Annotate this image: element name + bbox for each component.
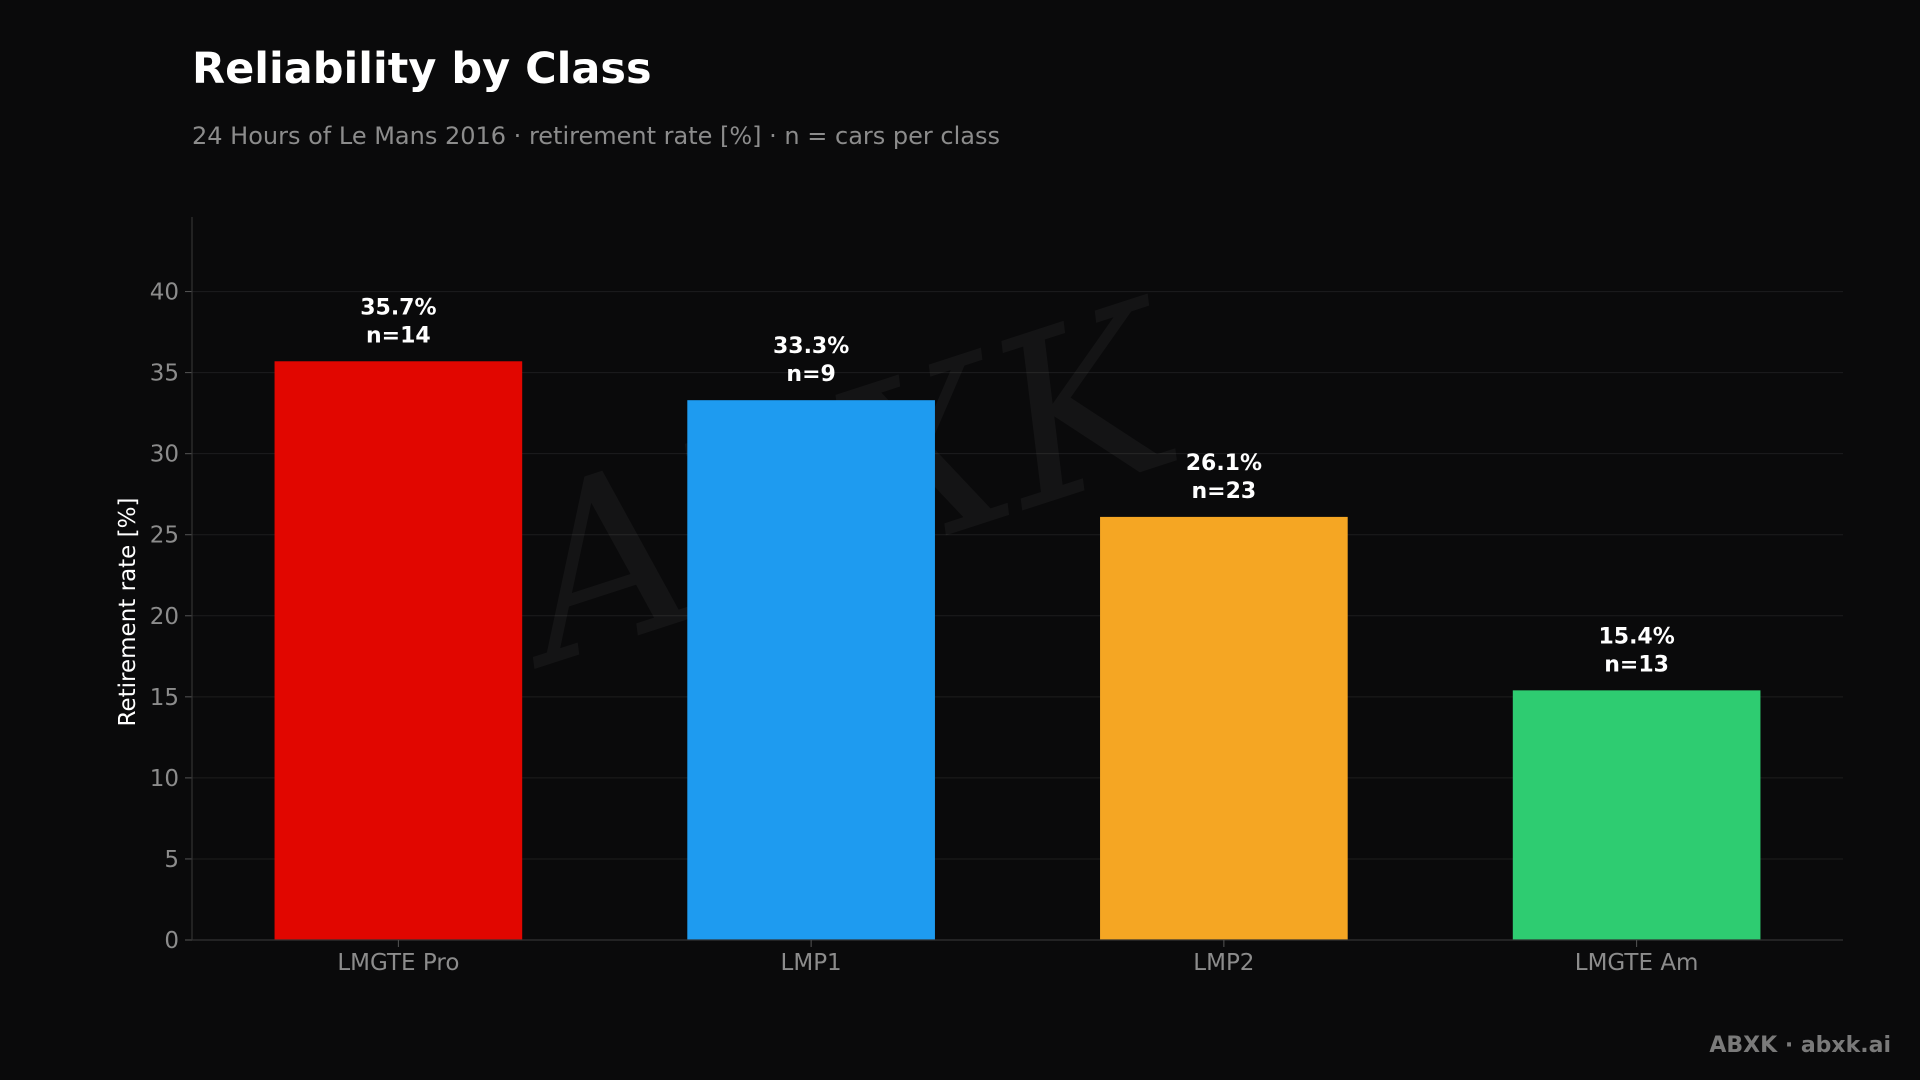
y-tick-labels: 0 5 10 15 20 25 30 35 40 [150,280,179,954]
x-tick-label: LMGTE Am [1575,950,1699,976]
y-tick-label: 35 [150,361,179,387]
data-label-count: n=9 [786,362,835,387]
y-tick-label: 25 [150,523,179,549]
chart-subtitle: 24 Hours of Le Mans 2016 · retirement ra… [192,122,1000,150]
data-labels: 35.7% n=14 33.3% n=9 26.1% n=23 15.4% n=13 [360,295,1675,677]
x-tick-labels: LMGTE Pro LMP1 LMP2 LMGTE Am [337,950,1698,976]
axes [185,217,1843,947]
data-label-count: n=13 [1604,652,1669,677]
x-tick-label: LMP2 [1193,950,1254,976]
y-tick-label: 20 [150,604,179,630]
data-label-count: n=14 [366,323,431,348]
y-tick-label: 30 [150,442,179,468]
y-tick-label: 5 [164,847,179,873]
data-label-value: 33.3% [773,334,849,359]
data-label-count: n=23 [1192,479,1257,504]
chart-title: Reliability by Class [192,44,652,94]
y-tick-label: 40 [150,280,179,306]
footer-credit: ABXK · abxk.ai [1709,1033,1891,1058]
data-label-value: 15.4% [1598,624,1674,649]
data-label-value: 35.7% [360,295,436,320]
bar [274,361,523,941]
y-tick-label: 15 [150,685,179,711]
y-tick-label: 0 [164,928,179,954]
y-tick-label: 10 [150,766,179,792]
y-axis-label: Retirement rate [%] [115,498,141,727]
bar [1512,690,1761,940]
bar [687,400,935,940]
x-tick-label: LMP1 [781,950,842,976]
data-label-value: 26.1% [1186,451,1262,476]
bars [274,361,1761,941]
bar [1100,516,1348,940]
x-tick-label: LMGTE Pro [337,950,459,976]
